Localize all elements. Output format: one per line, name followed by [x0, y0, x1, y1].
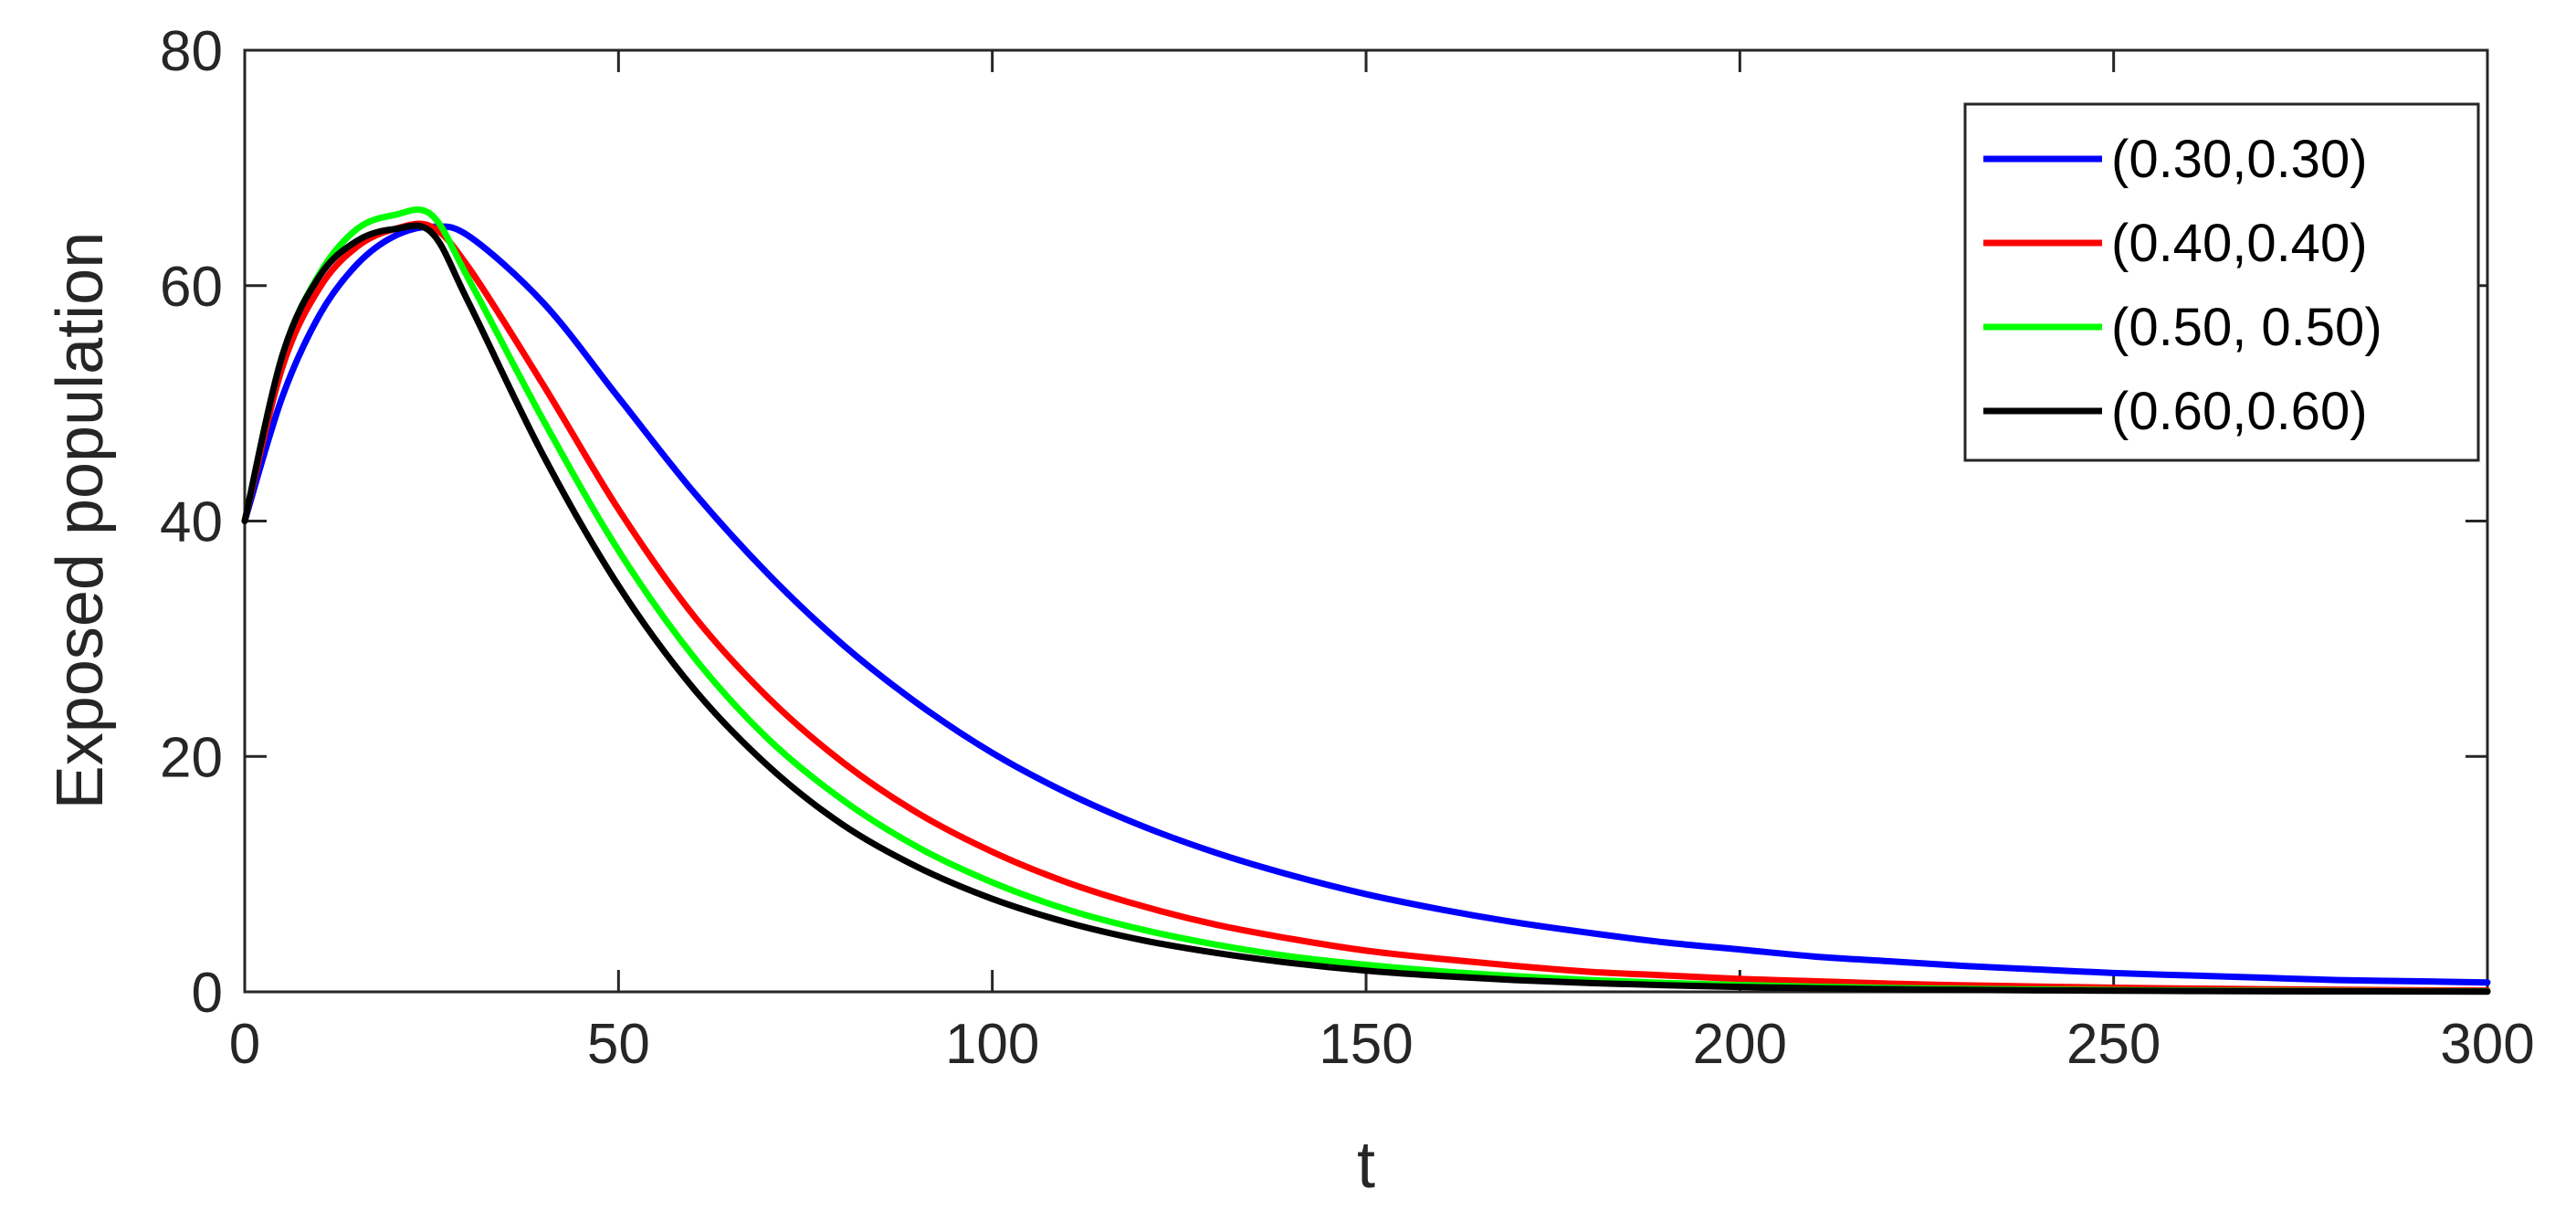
x-tick-label: 250 — [2066, 1013, 2161, 1076]
x-tick-label: 150 — [1319, 1013, 1413, 1076]
legend-label: (0.40,0.40) — [2111, 214, 2368, 273]
y-axis-label: Exposed population — [44, 232, 117, 810]
series-layer — [241, 206, 2491, 996]
legend: (0.30,0.30) (0.40,0.40) (0.50, 0.50) (0.60,… — [1963, 102, 2480, 462]
legend-label: (0.60,0.60) — [2111, 382, 2368, 441]
x-tick-label: 0 — [229, 1013, 260, 1076]
x-tick-label: 200 — [1693, 1013, 1787, 1076]
y-tick-label: 80 — [160, 20, 223, 83]
x-tick-labels: 0 50 100 150 200 250 300 — [229, 1013, 2535, 1076]
y-tick-label: 0 — [192, 962, 223, 1025]
legend-box — [1963, 102, 2480, 462]
x-axis-label: t — [1357, 1129, 1375, 1202]
y-tick-label: 40 — [160, 491, 223, 554]
x-tick-label: 300 — [2440, 1013, 2534, 1076]
y-tick-labels: 0 20 40 60 80 — [160, 20, 223, 1025]
series-line-4 — [241, 222, 2491, 996]
legend-label: (0.50, 0.50) — [2111, 298, 2382, 357]
y-tick-label: 60 — [160, 256, 223, 319]
series-line-1 — [241, 223, 2491, 986]
x-tick-label: 50 — [587, 1013, 650, 1076]
y-tick-label: 20 — [160, 726, 223, 789]
x-tick-label: 100 — [945, 1013, 1039, 1076]
legend-label: (0.30,0.30) — [2111, 130, 2368, 189]
